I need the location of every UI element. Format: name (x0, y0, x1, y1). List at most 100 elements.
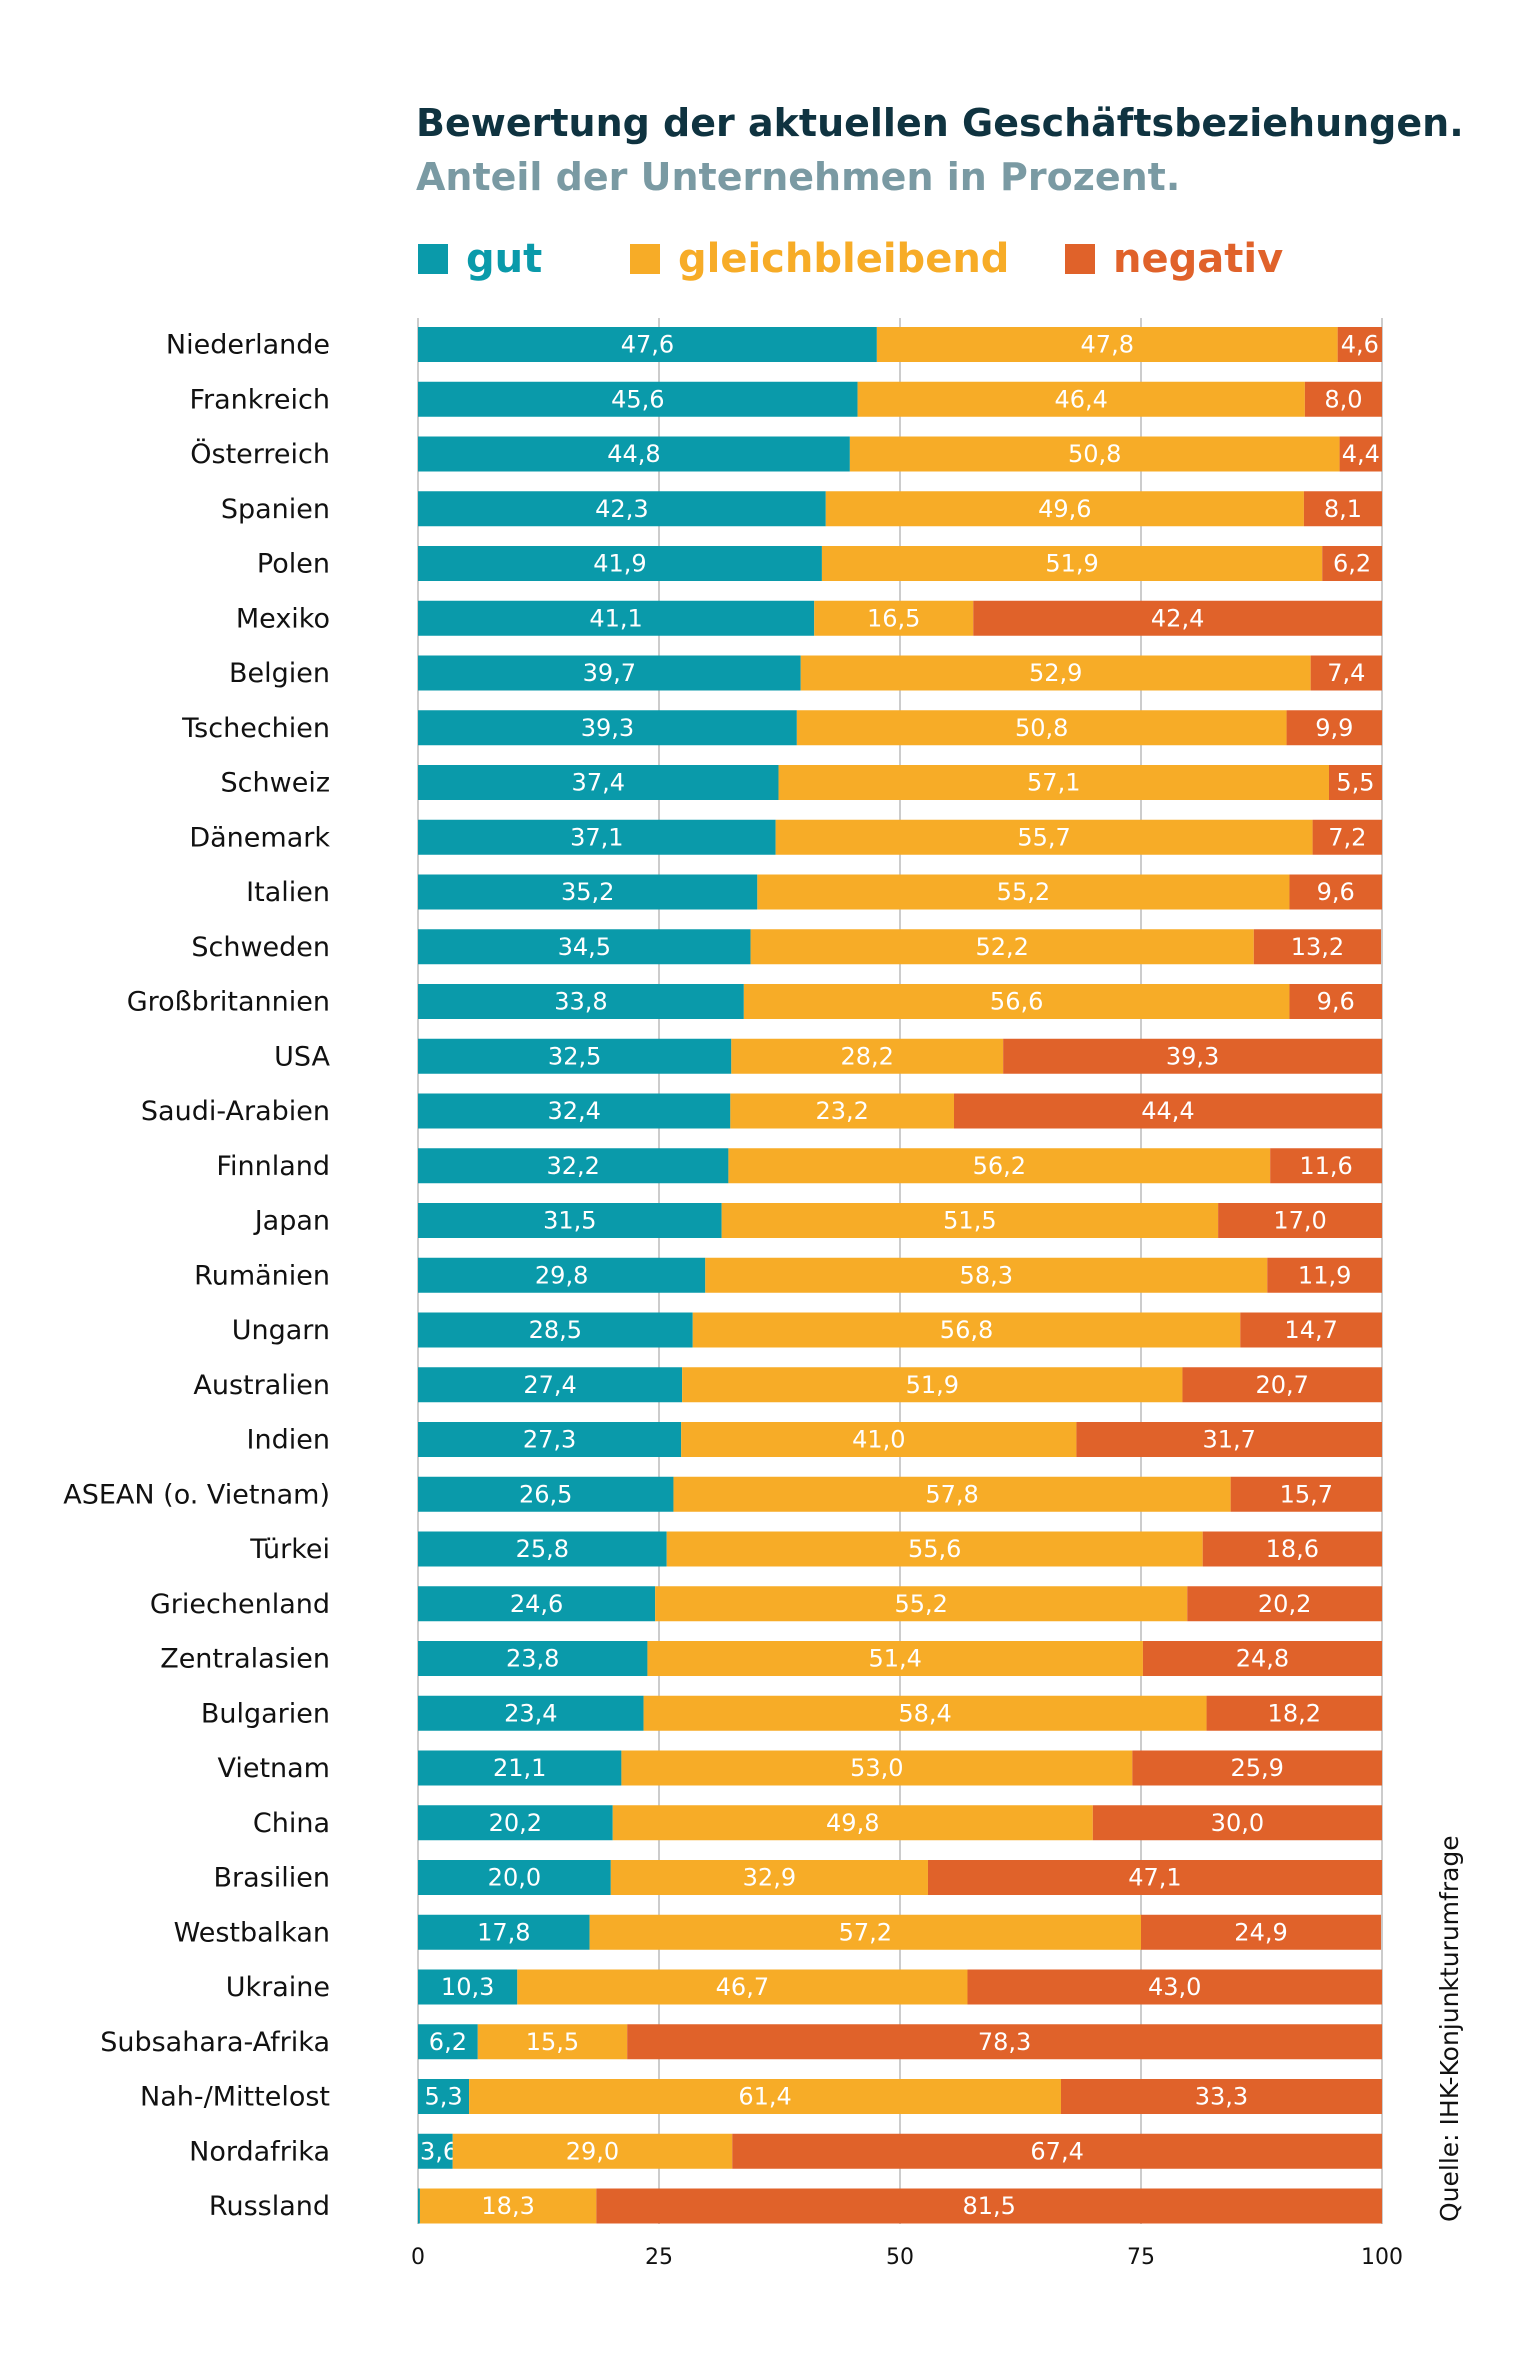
value-label-gleichbleibend: 55,6 (908, 1535, 961, 1563)
category-label: Ungarn (232, 1315, 330, 1346)
value-label-gleichbleibend: 53,0 (850, 1754, 903, 1782)
value-label-gut: 37,4 (572, 769, 625, 797)
value-label-gleichbleibend: 23,2 (815, 1097, 868, 1125)
value-label-negativ: 42,4 (1151, 604, 1204, 632)
chart-subtitle: Anteil der Unternehmen in Prozent. (416, 155, 1180, 199)
bar-segment-negativ (1060, 2079, 1382, 2114)
value-label-gleichbleibend: 18,3 (481, 2192, 534, 2220)
value-label-gut: 35,2 (561, 878, 614, 906)
legend-label-gut: gut (466, 236, 542, 282)
bar-segment-gut (418, 1038, 732, 1074)
value-label-negativ: 4,6 (1341, 331, 1379, 359)
value-label-gut: 10,3 (441, 1973, 494, 2001)
bar-segment-negativ (1253, 929, 1382, 965)
bar-segment-negativ (596, 2188, 1382, 2224)
bar-segment-gut (418, 1805, 613, 1841)
category-label: Frankreich (189, 384, 330, 415)
value-label-gut: 27,3 (523, 1426, 576, 1454)
bar-segment-negativ (1312, 819, 1382, 855)
value-label-gut: 29,8 (535, 1261, 588, 1289)
bar-segment-gleichbleibend (477, 2024, 628, 2060)
bar-segment-gleichbleibend (673, 1476, 1231, 1512)
value-label-negativ: 44,4 (1141, 1097, 1194, 1125)
bar-segment-negativ (1141, 1914, 1382, 1950)
bar-segment-negativ (1337, 327, 1382, 362)
value-label-gut: 5,3 (424, 2083, 462, 2111)
category-label: Polen (257, 549, 330, 580)
bar-segment-gleichbleibend (666, 1531, 1203, 1567)
category-label: Australien (193, 1370, 330, 1401)
bar-segment-gut (418, 546, 822, 581)
bar-segment-gleichbleibend (589, 1914, 1141, 1950)
value-label-negativ: 43,0 (1148, 1973, 1201, 2001)
value-label-gut: 17,8 (477, 1918, 530, 1946)
value-label-gut: 34,5 (558, 933, 611, 961)
value-label-gleichbleibend: 52,2 (975, 933, 1028, 961)
bar-segment-gut (418, 1860, 611, 1895)
value-label-gleichbleibend: 55,2 (894, 1590, 947, 1618)
value-label-negativ: 33,3 (1195, 2083, 1248, 2111)
value-label-gleichbleibend: 29,0 (566, 2137, 619, 2165)
value-label-gleichbleibend: 56,8 (940, 1316, 993, 1344)
legend-swatch-gleichbleibend (630, 244, 660, 274)
bar-segment-gleichbleibend (705, 1257, 1268, 1293)
value-label-gut: 32,2 (546, 1152, 599, 1180)
value-label-gleichbleibend: 16,5 (867, 604, 920, 632)
value-label-gleichbleibend: 47,8 (1081, 331, 1134, 359)
value-label-gleichbleibend: 51,5 (943, 1207, 996, 1235)
bar-segment-gut (418, 1969, 518, 2005)
value-label-gut: 42,3 (595, 495, 648, 523)
bar-segment-gut (418, 1476, 674, 1512)
bar-segment-gleichbleibend (778, 765, 1329, 800)
bar-segment-gleichbleibend (825, 491, 1304, 527)
bar-segment-gleichbleibend (517, 1969, 968, 2005)
category-label: Griechenland (150, 1589, 330, 1620)
bar-segment-gut (418, 1531, 667, 1567)
bar-segment-gleichbleibend (796, 710, 1287, 746)
category-label: USA (274, 1041, 330, 1072)
category-label: Niederlande (166, 330, 330, 361)
category-label: Brasilien (214, 1863, 330, 1894)
value-label-negativ: 11,9 (1298, 1261, 1351, 1289)
bar-segment-gut (418, 984, 744, 1019)
bar-segment-gut (418, 819, 776, 855)
value-label-gleichbleibend: 56,6 (990, 988, 1043, 1016)
bar-segment-gut (418, 1641, 648, 1676)
value-label-negativ: 13,2 (1291, 933, 1344, 961)
value-label-gleichbleibend: 32,9 (743, 1864, 796, 1892)
category-label: Türkei (249, 1534, 330, 1565)
bar-segment-gut (418, 2133, 453, 2169)
value-label-gut: 31,5 (543, 1207, 596, 1235)
bar-segment-negativ (1076, 1422, 1382, 1457)
value-label-gleichbleibend: 57,8 (925, 1480, 978, 1508)
legend-swatch-negativ (1065, 244, 1095, 274)
value-label-gut: 32,5 (548, 1042, 601, 1070)
value-label-negativ: 24,8 (1236, 1645, 1289, 1673)
category-label: Österreich (190, 438, 330, 470)
category-label: Schweiz (221, 768, 330, 799)
value-label-gleichbleibend: 46,7 (716, 1973, 769, 2001)
bar-segment-negativ (1142, 1641, 1382, 1676)
value-label-gleichbleibend: 57,2 (839, 1918, 892, 1946)
bar-segment-negativ (1187, 1586, 1382, 1622)
bar-segment-gleichbleibend (612, 1805, 1093, 1841)
value-label-negativ: 11,6 (1299, 1152, 1352, 1180)
bar-segment-gleichbleibend (743, 984, 1290, 1019)
x-tick-label: 0 (411, 2245, 425, 2270)
bar-segment-negativ (1003, 1038, 1382, 1074)
bar-segment-gleichbleibend (610, 1860, 928, 1895)
bar-segment-negativ (1132, 1750, 1382, 1786)
value-label-gut: 25,8 (516, 1535, 569, 1563)
bar-segment-negativ (1267, 1257, 1382, 1293)
bar-segment-gut (418, 2079, 470, 2114)
bar-segment-gleichbleibend (876, 327, 1338, 362)
value-label-gleichbleibend: 49,6 (1038, 495, 1091, 523)
bar-segment-gut (418, 1203, 722, 1238)
value-label-negativ: 15,7 (1280, 1480, 1333, 1508)
bar-segment-gut (418, 874, 758, 910)
value-label-gut: 6,2 (429, 2028, 467, 2056)
category-label: Tschechien (181, 713, 330, 744)
bar-segment-gut (418, 1422, 682, 1457)
value-label-gleichbleibend: 50,8 (1015, 714, 1068, 742)
